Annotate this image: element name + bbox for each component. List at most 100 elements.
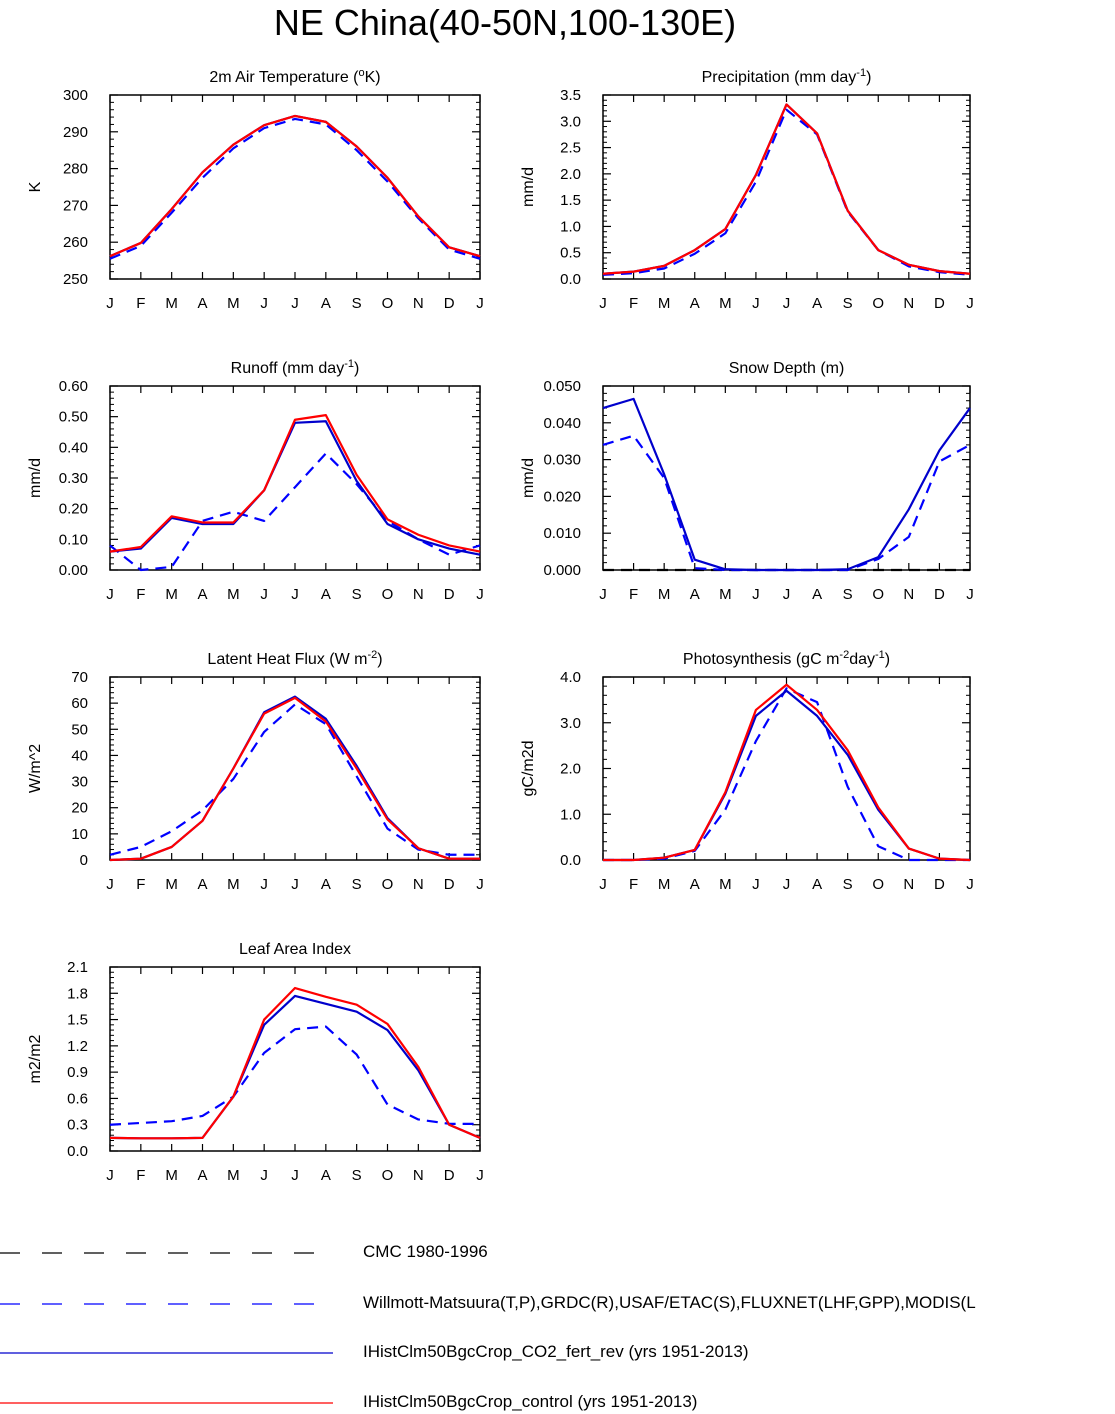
panel-5: J F M A M J J A S O N D J 0 10 20 30 40 50 60 70 Latent Heat … xyxy=(27,649,484,893)
x-tick-label: J xyxy=(783,876,791,893)
plot-frame xyxy=(109,94,481,280)
x-tick-label: S xyxy=(352,1167,362,1184)
y-tick-label: 0.050 xyxy=(543,378,581,395)
y-tick-label: 30 xyxy=(71,774,88,791)
y-axis-label: W/m^2 xyxy=(27,744,44,793)
x-tick-label: J xyxy=(783,295,791,312)
x-tick-label: N xyxy=(413,586,424,603)
y-tick-label: 20 xyxy=(71,800,88,817)
y-tick-label: 0.10 xyxy=(59,531,88,548)
plot-frame xyxy=(109,966,481,1152)
panel-title: Snow Depth (m) xyxy=(729,360,845,377)
y-tick-label: 0.000 xyxy=(543,562,581,579)
x-tick-label: J xyxy=(966,876,974,893)
y-tick-label: 280 xyxy=(63,161,88,178)
x-tick-label: A xyxy=(812,876,822,893)
x-tick-label: J xyxy=(291,1167,299,1184)
y-tick-label: 2.0 xyxy=(560,166,581,183)
x-tick-label: A xyxy=(197,586,207,603)
y-tick-label: 0.040 xyxy=(543,415,581,432)
series-line-obs xyxy=(109,452,481,572)
x-tick-label: D xyxy=(444,295,455,312)
x-tick-label: M xyxy=(165,876,178,893)
x-tick-label: J xyxy=(291,295,299,312)
x-tick-label: D xyxy=(444,1167,455,1184)
y-tick-label: 1.0 xyxy=(560,806,581,823)
plot-frame xyxy=(602,676,971,861)
x-tick-label: D xyxy=(934,586,945,603)
legend-label-4: IHistClm50BgcCrop_control (yrs 1951-2013… xyxy=(363,1392,698,1411)
x-tick-label: M xyxy=(719,295,732,312)
x-tick-label: J xyxy=(599,586,607,603)
y-tick-label: 0.6 xyxy=(67,1090,88,1107)
y-tick-label: 260 xyxy=(63,234,88,251)
series-line-obs xyxy=(109,703,480,856)
x-tick-label: M xyxy=(165,295,178,312)
panel-3: J F M A M J J A S O N D J 0.00 0.10 0.20 0.30 0.40 0.50 0.6… xyxy=(27,358,484,603)
y-tick-label: 2.5 xyxy=(560,140,581,157)
series-line-control xyxy=(109,986,481,1140)
y-tick-label: 3.0 xyxy=(560,113,581,130)
x-tick-label: D xyxy=(444,586,455,603)
series-line-control xyxy=(109,696,480,862)
series-line-co2_fert_rev xyxy=(109,994,481,1140)
y-tick-label: 0.030 xyxy=(543,452,581,469)
series-line-co2_fert_rev xyxy=(602,103,971,275)
y-axis-label: mm/d xyxy=(27,458,44,498)
series-line-control xyxy=(602,103,971,275)
panel-title: Leaf Area Index xyxy=(239,941,351,958)
series-line-co2_fert_rev xyxy=(602,397,971,572)
series-line-obs xyxy=(109,117,481,260)
y-tick-label: 3.5 xyxy=(560,87,581,104)
x-tick-label: M xyxy=(165,586,178,603)
x-tick-label: O xyxy=(872,586,884,603)
x-tick-label: N xyxy=(413,295,424,312)
y-tick-label: 0.50 xyxy=(59,409,88,426)
legend-label-1: CMC 1980-1996 xyxy=(363,1242,488,1261)
panel-title: Runoff (mm day-1) xyxy=(231,358,360,377)
x-tick-label: S xyxy=(352,586,362,603)
x-tick-label: J xyxy=(260,586,268,603)
x-tick-label: M xyxy=(719,876,732,893)
x-tick-label: F xyxy=(629,586,638,603)
x-tick-label: J xyxy=(752,295,760,312)
x-tick-label: A xyxy=(690,876,700,893)
y-axis-label: K xyxy=(27,181,44,192)
x-tick-label: J xyxy=(291,876,299,893)
legend-label-2: Willmott-Matsuura(T,P),GRDC(R),USAF/ETAC… xyxy=(363,1293,976,1312)
y-tick-label: 0.30 xyxy=(59,470,88,487)
x-tick-label: F xyxy=(136,876,145,893)
x-tick-label: M xyxy=(227,295,240,312)
series-line-obs xyxy=(603,687,970,862)
x-tick-label: J xyxy=(476,295,484,312)
x-tick-label: J xyxy=(260,876,268,893)
x-tick-label: J xyxy=(752,876,760,893)
series-line-co2_fert_rev xyxy=(603,689,971,862)
series-line-obs xyxy=(602,108,971,276)
panel-6: J F M A M J J A S O N D J 0.0 1.0 2.0 3.0 4.0 Photosynthes… xyxy=(520,649,974,893)
y-tick-label: 0.010 xyxy=(543,525,581,542)
panel-7: J F M A M J J A S O N D J 0.0 0.3 0.6 0.9 1.2 1.5 1.8 2.1 Lea… xyxy=(27,941,484,1184)
x-tick-label: S xyxy=(352,295,362,312)
figure-title: NE China(40-50N,100-130E) xyxy=(273,2,737,43)
y-tick-label: 40 xyxy=(71,747,88,764)
x-tick-label: J xyxy=(476,586,484,603)
panel-title: Photosynthesis (gC m-2day-1) xyxy=(683,649,890,668)
y-tick-label: 0.40 xyxy=(59,439,88,456)
y-tick-label: 0.0 xyxy=(560,852,581,869)
x-tick-label: D xyxy=(444,876,455,893)
x-tick-label: O xyxy=(872,876,884,893)
x-tick-label: J xyxy=(966,586,974,603)
x-tick-label: N xyxy=(413,1167,424,1184)
x-tick-label: N xyxy=(903,295,914,312)
y-tick-label: 300 xyxy=(63,87,88,104)
y-tick-label: 2.1 xyxy=(67,959,88,976)
x-tick-label: J xyxy=(599,876,607,893)
x-tick-label: A xyxy=(321,1167,331,1184)
plot-frame xyxy=(109,676,481,861)
y-tick-label: 1.5 xyxy=(67,1012,88,1029)
y-tick-label: 2.0 xyxy=(560,761,581,778)
x-tick-label: O xyxy=(382,295,394,312)
y-tick-label: 4.0 xyxy=(560,669,581,686)
x-tick-label: S xyxy=(843,295,853,312)
